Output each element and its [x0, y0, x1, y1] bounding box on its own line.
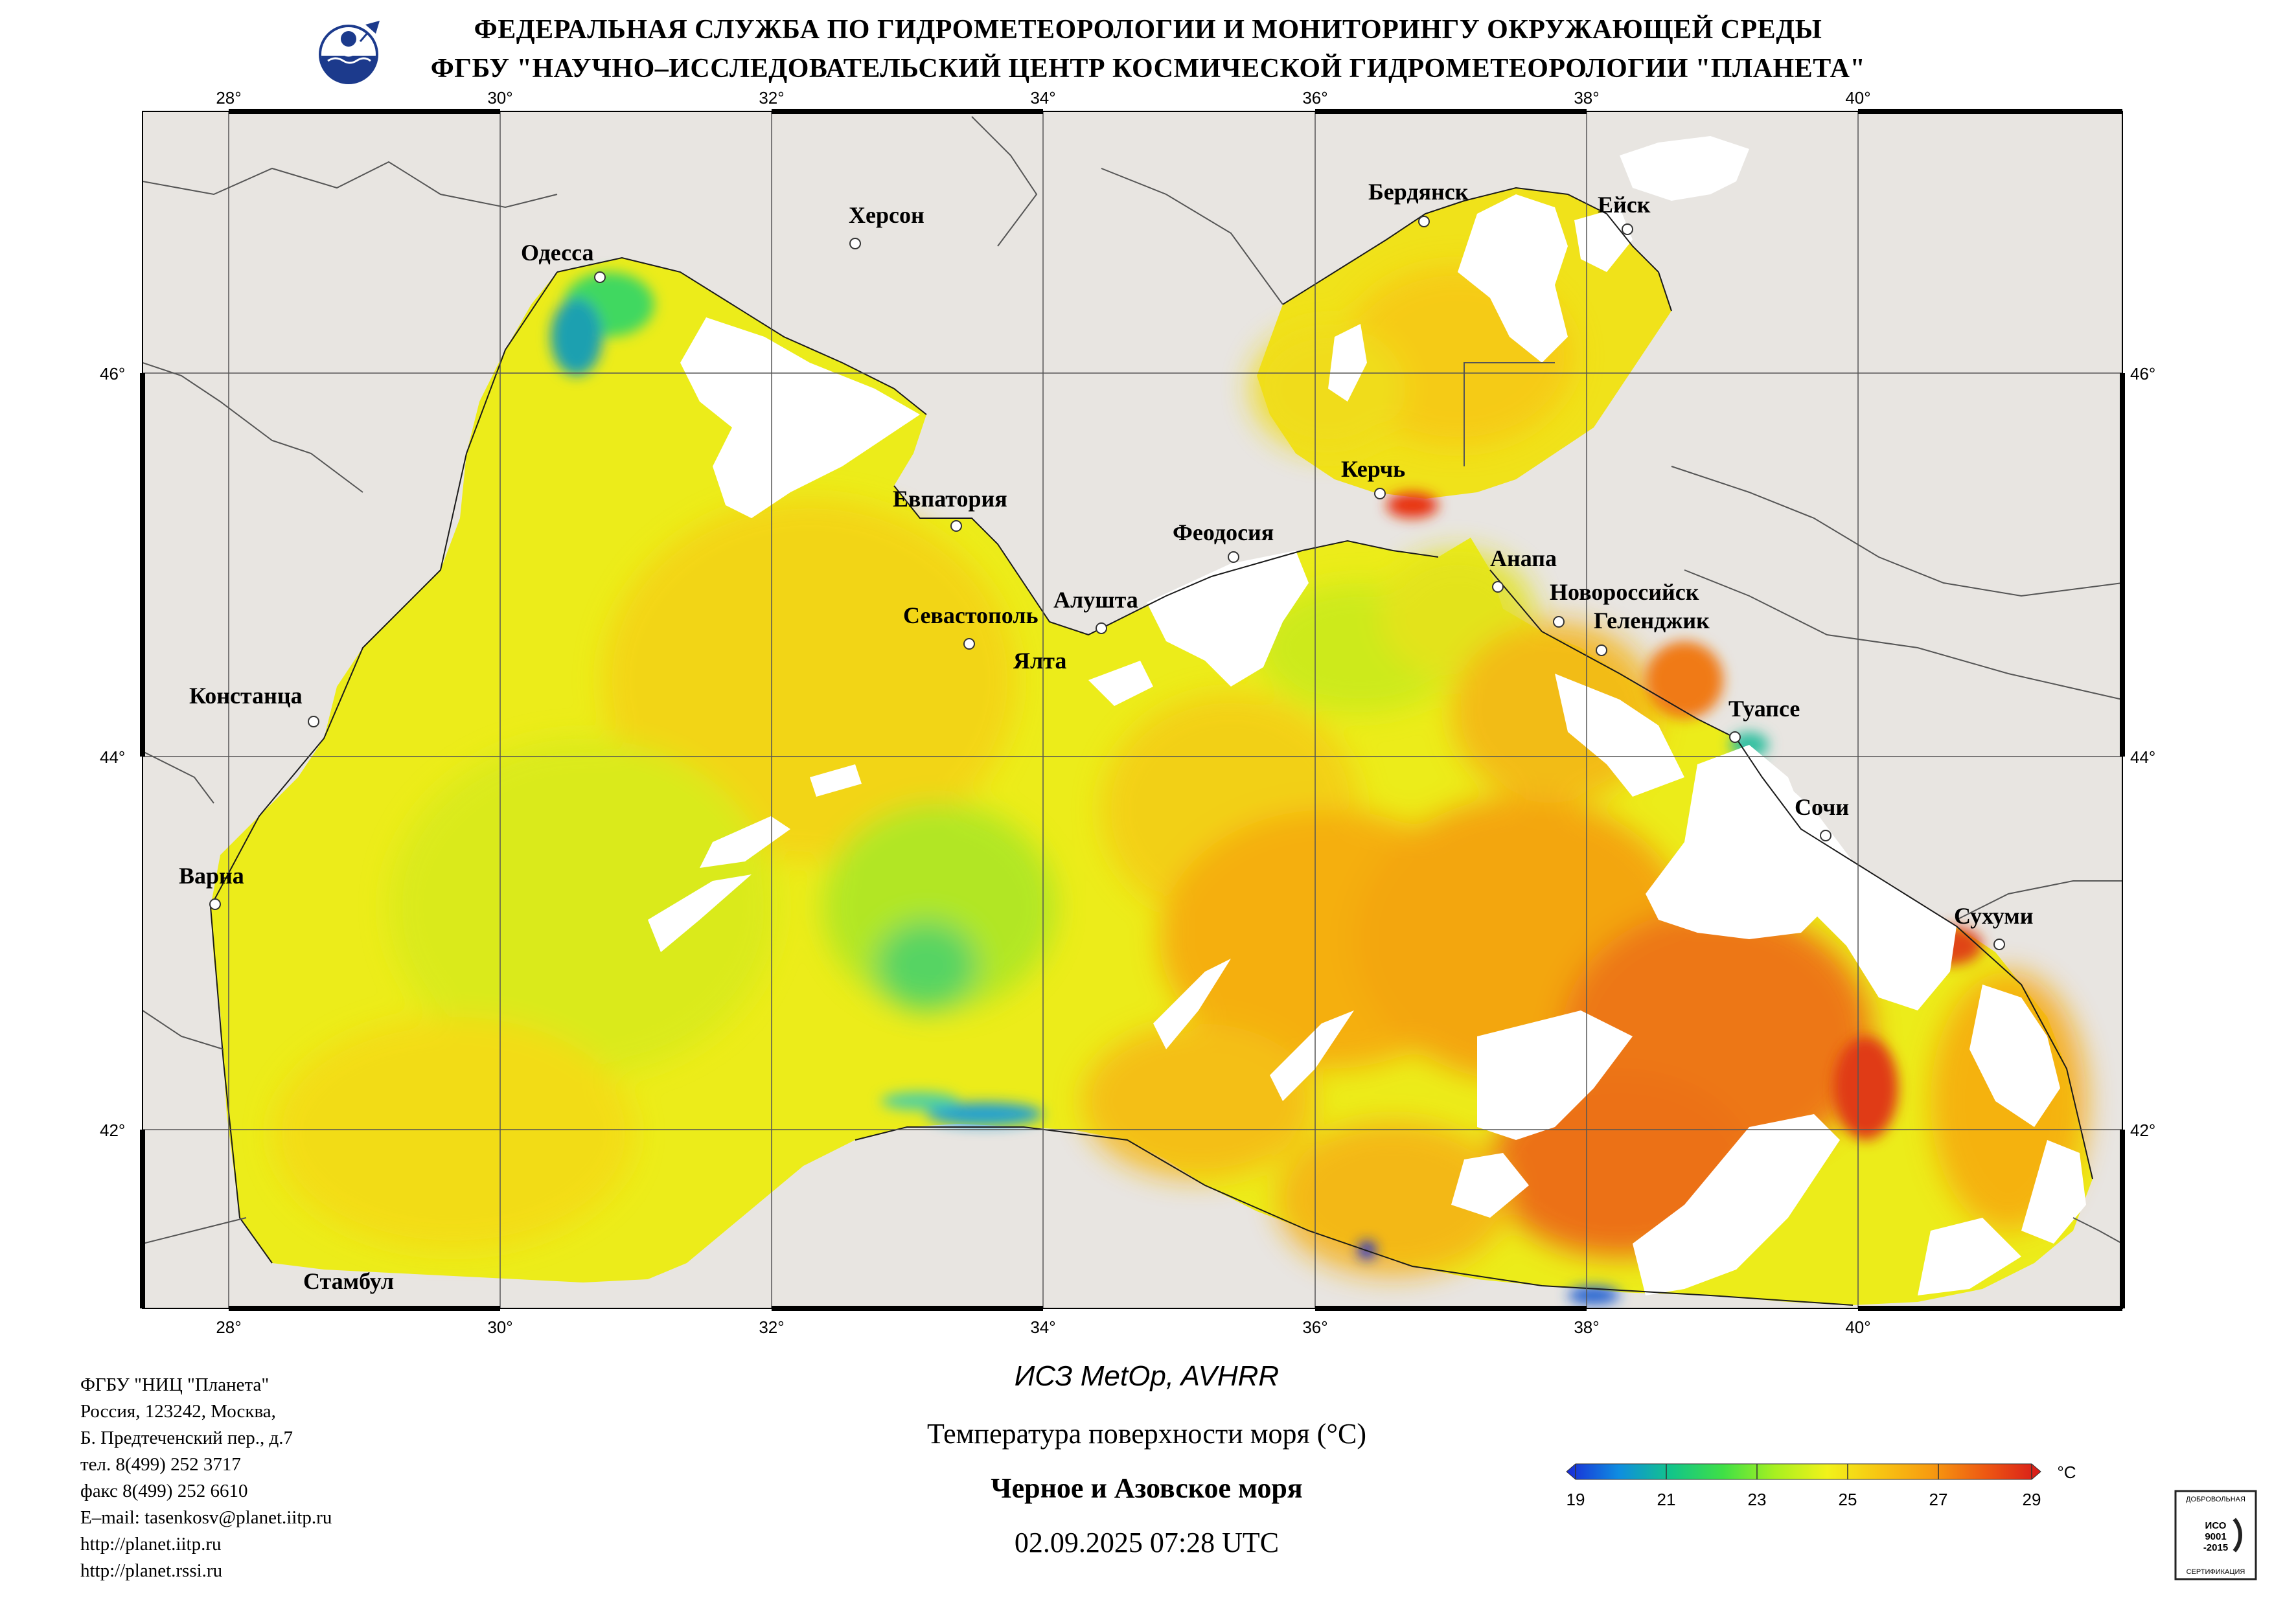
lon-tick-bottom: 30° — [487, 1317, 512, 1337]
info-line: ФГБУ "НИЦ "Планета" — [80, 1374, 270, 1395]
lon-tick-top: 40° — [1845, 88, 1870, 108]
lon-tick-top: 36° — [1302, 88, 1327, 108]
cert-year: -2015 — [2203, 1542, 2228, 1553]
lat-tick-left: 42° — [100, 1121, 125, 1140]
legend-tick-label: 23 — [1748, 1490, 1767, 1509]
info-line: Россия, 123242, Москва, — [80, 1401, 276, 1422]
city-label-alushta: Алушта — [1053, 587, 1138, 613]
color-scale-legend: 19 21 23 25 27 29 °C — [1566, 1463, 2076, 1509]
lon-tick-top: 30° — [487, 88, 512, 108]
city-label-constanta: Констанца — [189, 683, 303, 709]
info-line: E–mail: tasenkosv@planet.iitp.ru — [80, 1507, 332, 1528]
cert-bottom-text: СЕРТИФИКАЦИЯ — [2187, 1568, 2245, 1576]
cloud-mask-areas — [648, 194, 2086, 1295]
city-label-odessa: Одесса — [521, 240, 594, 266]
city-label-tuapse: Туапсе — [1728, 696, 1800, 722]
lat-tick-right: 44° — [2130, 747, 2155, 767]
info-line: Б. Предтеченский пер., д.7 — [80, 1428, 293, 1448]
lat-tick-left: 44° — [100, 747, 125, 767]
legend-tick-label: 25 — [1839, 1490, 1857, 1509]
city-label-istanbul: Стамбул — [303, 1268, 394, 1294]
roshydromet-emblem-icon — [319, 21, 380, 84]
city-label-yeysk: Ейск — [1598, 192, 1651, 218]
city-label-sevastopol: Севастополь — [903, 602, 1039, 628]
region-caption: Черное и Азовское моря — [991, 1472, 1303, 1504]
lat-tick-right: 46° — [2130, 364, 2155, 383]
lat-tick-left: 46° — [100, 364, 125, 383]
lon-tick-bottom: 38° — [1574, 1317, 1599, 1337]
city-label-novorossiysk: Новороссийск — [1550, 579, 1699, 605]
parameter-caption: Температура поверхности моря (°C) — [926, 1418, 1367, 1450]
legend-color-bar — [1566, 1463, 2041, 1480]
city-label-yevpatoria: Евпатория — [893, 486, 1007, 512]
info-line: http://planet.iitp.ru — [80, 1534, 222, 1555]
lat-tick-right: 42° — [2130, 1121, 2155, 1140]
lon-tick-top: 34° — [1030, 88, 1055, 108]
info-line: http://planet.rssi.ru — [80, 1560, 223, 1581]
datetime-caption: 02.09.2025 07:28 UTC — [1014, 1527, 1280, 1558]
lon-tick-bottom: 34° — [1030, 1317, 1055, 1337]
city-label-kherson: Херсон — [849, 202, 924, 228]
city-label-anapa: Анапа — [1490, 545, 1557, 571]
city-label-kerch: Керчь — [1341, 456, 1405, 482]
lon-tick-bottom: 28° — [216, 1317, 241, 1337]
cert-standard: ИСО — [2205, 1520, 2227, 1531]
legend-tick-label: 27 — [1929, 1490, 1948, 1509]
info-line: факс 8(499) 252 6610 — [80, 1481, 248, 1501]
city-label-feodosia: Феодосия — [1173, 519, 1274, 545]
contact-info-block: ФГБУ "НИЦ "Планета" Россия, 123242, Моск… — [80, 1372, 332, 1584]
legend-tick-label: 29 — [2023, 1490, 2041, 1509]
lon-tick-bottom: 32° — [759, 1317, 784, 1337]
cert-top-text: ДОБРОВОЛЬНАЯ — [2186, 1496, 2245, 1503]
lon-tick-top: 38° — [1574, 88, 1599, 108]
iso-certification-icon: ДОБРОВОЛЬНАЯ ИСО 9001 -2015 СЕРТИФИКАЦИЯ — [2174, 1490, 2257, 1580]
city-label-varna: Варна — [179, 863, 244, 889]
lon-tick-bottom: 36° — [1302, 1317, 1327, 1337]
legend-tick-label: 21 — [1657, 1490, 1676, 1509]
satellite-caption: ИСЗ MetOp, AVHRR — [1014, 1360, 1280, 1392]
city-label-gelendzhik: Геленджик — [1594, 608, 1710, 633]
city-label-berdyansk: Бердянск — [1368, 179, 1469, 205]
header-line-1: ФЕДЕРАЛЬНАЯ СЛУЖБА ПО ГИДРОМЕТЕОРОЛОГИИ … — [474, 15, 1822, 45]
city-label-sukhumi: Сухуми — [1954, 903, 2034, 929]
legend-tick-label: 19 — [1567, 1490, 1585, 1509]
legend-unit-label: °C — [2057, 1463, 2076, 1482]
cert-number: 9001 — [2205, 1531, 2226, 1542]
header-line-2: ФГБУ "НАУЧНО–ИССЛЕДОВАТЕЛЬСКИЙ ЦЕНТР КОС… — [430, 54, 1866, 84]
lon-tick-bottom: 40° — [1845, 1317, 1870, 1337]
lon-tick-top: 28° — [216, 88, 241, 108]
city-label-yalta: Ялта — [1013, 648, 1066, 674]
lon-tick-top: 32° — [759, 88, 784, 108]
info-line: тел. 8(499) 252 3717 — [80, 1454, 241, 1475]
city-label-sochi: Сочи — [1795, 794, 1849, 820]
